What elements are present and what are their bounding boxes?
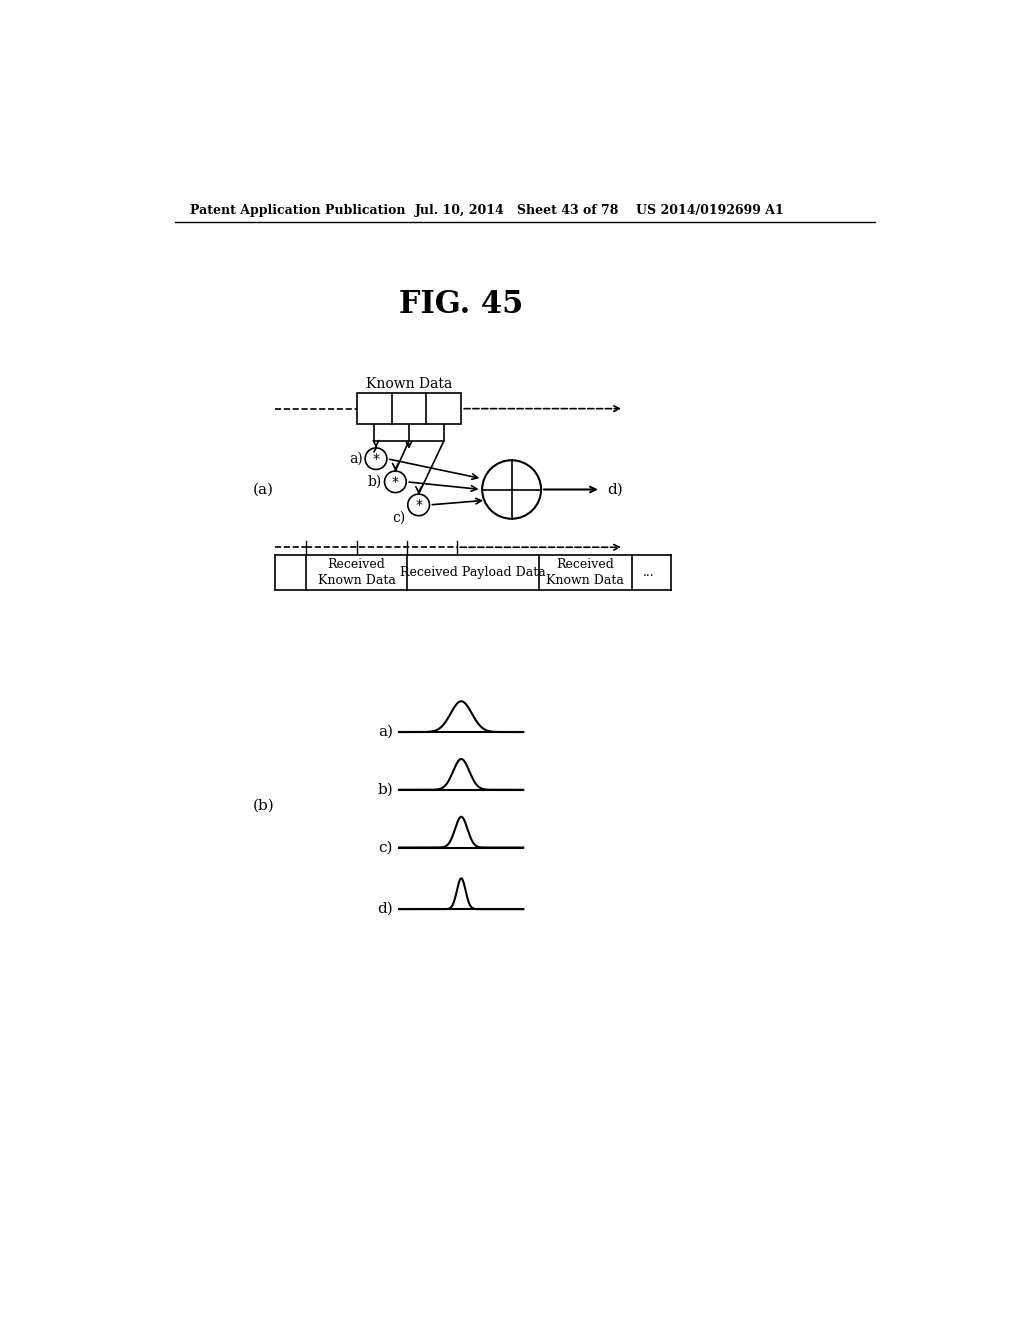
Text: Jul. 10, 2014   Sheet 43 of 78: Jul. 10, 2014 Sheet 43 of 78 [415,205,620,218]
Text: *: * [392,475,399,488]
Text: (a): (a) [253,483,274,496]
Text: Received Payload Data: Received Payload Data [400,566,546,578]
Text: a): a) [378,725,393,739]
Text: c): c) [379,841,393,854]
Text: Received
Known Data: Received Known Data [547,558,625,587]
Text: FIG. 45: FIG. 45 [399,289,523,321]
Text: US 2014/0192699 A1: US 2014/0192699 A1 [636,205,783,218]
Bar [356,393,461,424]
Text: ...: ... [643,566,655,578]
Text: Known Data: Known Data [366,378,452,391]
Text: a): a) [349,451,362,466]
Text: d): d) [377,902,393,916]
Text: c): c) [392,511,406,524]
Text: d): d) [607,483,623,496]
Text: *: * [373,451,380,466]
Text: (b): (b) [253,799,274,812]
Text: b): b) [377,783,393,797]
Text: b): b) [368,475,382,488]
Text: Patent Application Publication: Patent Application Publication [190,205,406,218]
Text: Received
Known Data: Received Known Data [317,558,395,587]
Text: *: * [415,498,422,512]
